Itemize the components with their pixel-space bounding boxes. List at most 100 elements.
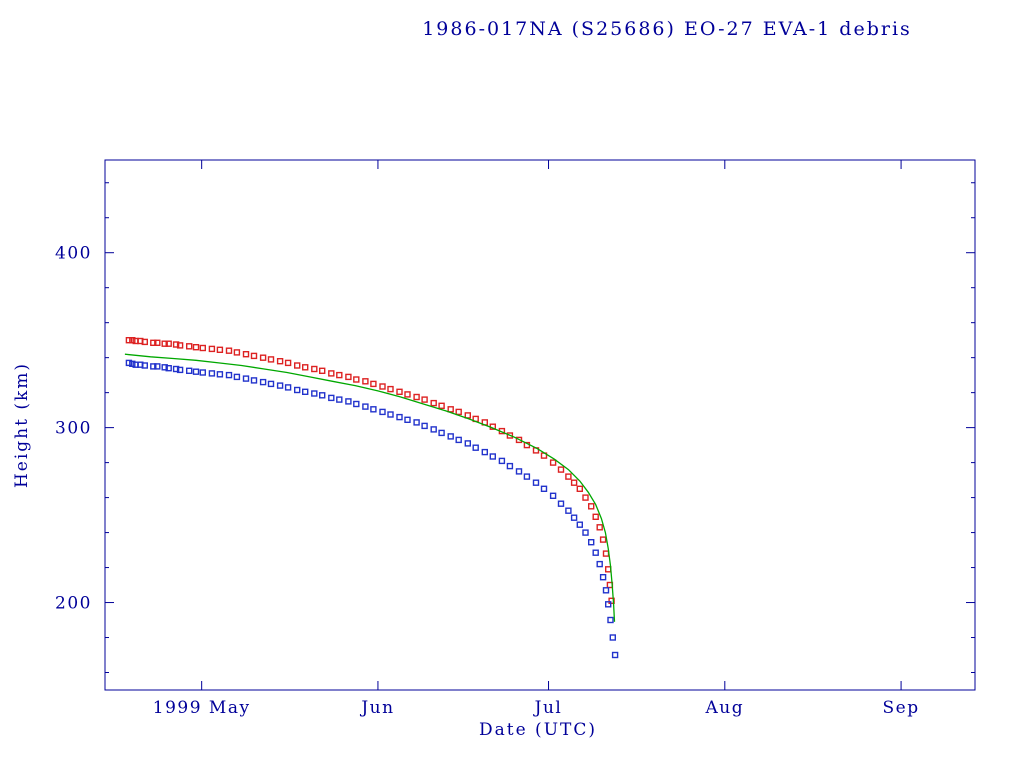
- apogee-height-point: [506, 432, 514, 439]
- apogee-height-point: [284, 359, 292, 367]
- apogee-height-point: [345, 373, 352, 381]
- perigee-height-point: [250, 377, 258, 384]
- apogee-height-point: [404, 391, 411, 398]
- apogee-height-point: [596, 524, 603, 531]
- perigee-height-point: [438, 429, 445, 437]
- perigee-height-point: [259, 378, 267, 386]
- apogee-height-point: [141, 338, 149, 346]
- apogee-height-point: [242, 351, 250, 358]
- apogee-height-point: [165, 340, 172, 347]
- perigee-height-point: [523, 473, 531, 480]
- series-mean-height: [124, 353, 616, 622]
- perigee-height-point: [596, 560, 603, 568]
- apogee-height-point: [565, 473, 572, 480]
- perigee-height-point: [549, 492, 557, 499]
- apogee-height-point: [602, 550, 610, 557]
- perigee-height-point: [387, 411, 394, 418]
- perigee-height-point: [413, 419, 420, 426]
- perigee-height-point: [430, 426, 437, 433]
- perigee-height-point: [404, 416, 411, 423]
- x-axis-label: Date (UTC): [479, 720, 597, 740]
- apogee-height-point: [129, 337, 136, 344]
- apogee-height-point: [570, 479, 578, 486]
- apogee-height-point: [154, 339, 161, 346]
- perigee-height-point: [588, 539, 595, 546]
- apogee-height-point: [599, 536, 607, 543]
- perigee-height-point: [540, 485, 548, 492]
- perigee-height-point: [216, 371, 224, 378]
- apogee-height-point: [336, 371, 343, 379]
- apogee-height-point: [302, 364, 309, 371]
- apogee-height-point: [370, 380, 377, 388]
- perigee-height-point: [150, 363, 157, 370]
- perigee-height-point: [336, 396, 343, 403]
- apogee-height-point: [447, 406, 454, 413]
- apogee-height-point: [608, 597, 615, 604]
- perigee-height-point: [311, 390, 318, 397]
- perigee-height-point: [447, 433, 454, 440]
- perigee-height-point: [284, 384, 292, 391]
- apogee-height-point: [192, 344, 200, 351]
- x-tick-label: Sep: [883, 698, 920, 718]
- apogee-height-point: [588, 503, 595, 510]
- apogee-height-point: [549, 459, 557, 466]
- apogee-height-point: [259, 354, 267, 361]
- x-tick-label: Jul: [533, 698, 563, 718]
- series-perigee-height: [125, 359, 619, 659]
- apogee-height-point: [233, 349, 241, 356]
- apogee-height-point: [225, 347, 233, 354]
- y-tick-label: 400: [55, 244, 92, 264]
- perigee-height-point: [185, 367, 193, 374]
- x-tick-label: Aug: [704, 698, 744, 718]
- perigee-height-point: [576, 521, 583, 528]
- x-tick-label: Jun: [359, 698, 394, 718]
- perigee-height-point: [602, 587, 610, 594]
- perigee-height-point: [129, 360, 136, 367]
- perigee-height-point: [515, 468, 523, 475]
- perigee-height-point: [592, 549, 599, 556]
- perigee-height-point: [455, 436, 462, 444]
- perigee-height-point: [208, 370, 216, 377]
- apogee-height-point: [353, 376, 360, 383]
- series-apogee-height: [125, 337, 615, 604]
- apogee-height-point: [464, 412, 471, 419]
- apogee-height-point: [515, 436, 523, 444]
- apogee-height-point: [294, 362, 301, 369]
- perigee-height-point: [199, 369, 207, 376]
- apogee-height-point: [250, 352, 258, 360]
- perigee-height-point: [481, 448, 488, 456]
- apogee-height-point: [267, 356, 275, 363]
- perigee-height-point: [570, 514, 578, 521]
- apogee-height-point: [185, 343, 193, 350]
- perigee-height-point: [396, 413, 403, 421]
- perigee-height-point: [607, 616, 614, 624]
- perigee-height-point: [242, 375, 250, 382]
- apogee-height-point: [276, 358, 284, 365]
- perigee-height-point: [565, 507, 572, 514]
- perigee-height-point: [582, 529, 589, 536]
- apogee-height-point: [199, 344, 207, 352]
- apogee-height-point: [208, 345, 216, 353]
- perigee-height-point: [362, 403, 369, 410]
- perigee-height-point: [379, 408, 386, 416]
- perigee-height-point: [154, 363, 161, 370]
- apogee-height-point: [216, 346, 224, 353]
- perigee-height-point: [506, 462, 514, 470]
- apogee-height-point: [362, 378, 369, 385]
- perigee-height-point: [421, 422, 428, 430]
- perigee-height-point: [370, 406, 377, 413]
- axis-ticks: [105, 160, 975, 690]
- perigee-height-point: [192, 368, 200, 375]
- y-tick-label: 300: [55, 419, 92, 439]
- perigee-height-point: [345, 398, 352, 405]
- apogee-height-point: [387, 385, 394, 393]
- y-tick-label: 200: [55, 594, 92, 614]
- apogee-height-point: [176, 342, 184, 349]
- perigee-height-point: [125, 359, 133, 367]
- apogee-height-point: [150, 339, 157, 346]
- perigee-height-point: [489, 453, 496, 460]
- perigee-height-point: [267, 380, 275, 388]
- apogee-height-point: [379, 383, 386, 390]
- apogee-height-point: [605, 566, 612, 573]
